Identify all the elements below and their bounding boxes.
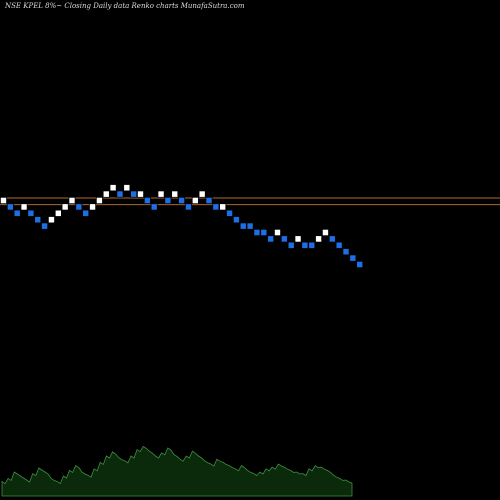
down-brick: [178, 196, 186, 205]
down-brick: [239, 222, 247, 230]
up-brick: [136, 190, 144, 198]
down-brick: [232, 216, 240, 224]
up-brick: [89, 203, 97, 211]
chart-title: NSE KPEL 8%~ Closing Daily data Renko ch…: [5, 2, 245, 10]
down-brick: [212, 203, 220, 211]
up-brick: [20, 203, 28, 211]
up-brick: [171, 190, 179, 198]
up-brick: [198, 190, 206, 198]
renko-bricks: [0, 184, 364, 269]
down-brick: [27, 209, 35, 217]
down-brick: [308, 241, 316, 249]
up-brick: [191, 196, 199, 205]
up-brick: [273, 228, 281, 237]
down-brick: [280, 235, 288, 243]
up-brick: [61, 203, 69, 211]
up-brick: [219, 203, 227, 211]
down-brick: [267, 235, 275, 243]
volume-area: [1, 445, 353, 497]
up-brick: [102, 190, 110, 198]
down-brick: [143, 196, 151, 205]
down-brick: [253, 228, 261, 237]
up-brick: [294, 235, 302, 243]
down-brick: [41, 222, 49, 230]
up-brick: [54, 209, 62, 217]
down-brick: [116, 190, 124, 198]
down-brick: [342, 248, 350, 256]
down-brick: [287, 241, 295, 249]
up-brick: [321, 228, 329, 237]
down-brick: [184, 203, 192, 211]
down-brick: [356, 260, 364, 269]
reference-lines: [0, 197, 500, 206]
up-brick: [47, 216, 55, 224]
up-brick: [0, 196, 7, 205]
down-brick: [6, 203, 14, 211]
down-brick: [328, 235, 336, 243]
down-brick: [301, 241, 309, 249]
down-brick: [130, 190, 138, 198]
up-brick: [109, 184, 117, 192]
up-brick: [315, 235, 323, 243]
down-brick: [82, 209, 90, 217]
up-brick: [68, 196, 76, 205]
up-brick: [157, 190, 165, 198]
down-brick: [260, 228, 268, 237]
down-brick: [335, 241, 343, 249]
up-brick: [95, 196, 103, 205]
down-brick: [226, 209, 234, 217]
volume-series: [1, 445, 353, 497]
down-brick: [13, 209, 21, 217]
down-brick: [150, 203, 158, 211]
down-brick: [75, 203, 83, 211]
down-brick: [164, 196, 172, 205]
up-brick: [123, 184, 131, 192]
down-brick: [349, 254, 357, 262]
down-brick: [205, 196, 213, 205]
down-brick: [246, 222, 254, 230]
down-brick: [34, 216, 42, 224]
